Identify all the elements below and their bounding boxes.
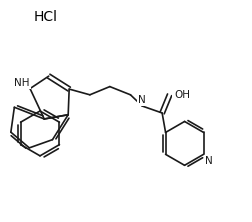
Text: OH: OH: [174, 90, 190, 100]
Text: HCl: HCl: [34, 10, 58, 24]
Text: NH: NH: [14, 78, 29, 88]
Text: N: N: [205, 156, 212, 166]
Text: O: O: [173, 89, 181, 99]
Text: N: N: [138, 95, 146, 105]
